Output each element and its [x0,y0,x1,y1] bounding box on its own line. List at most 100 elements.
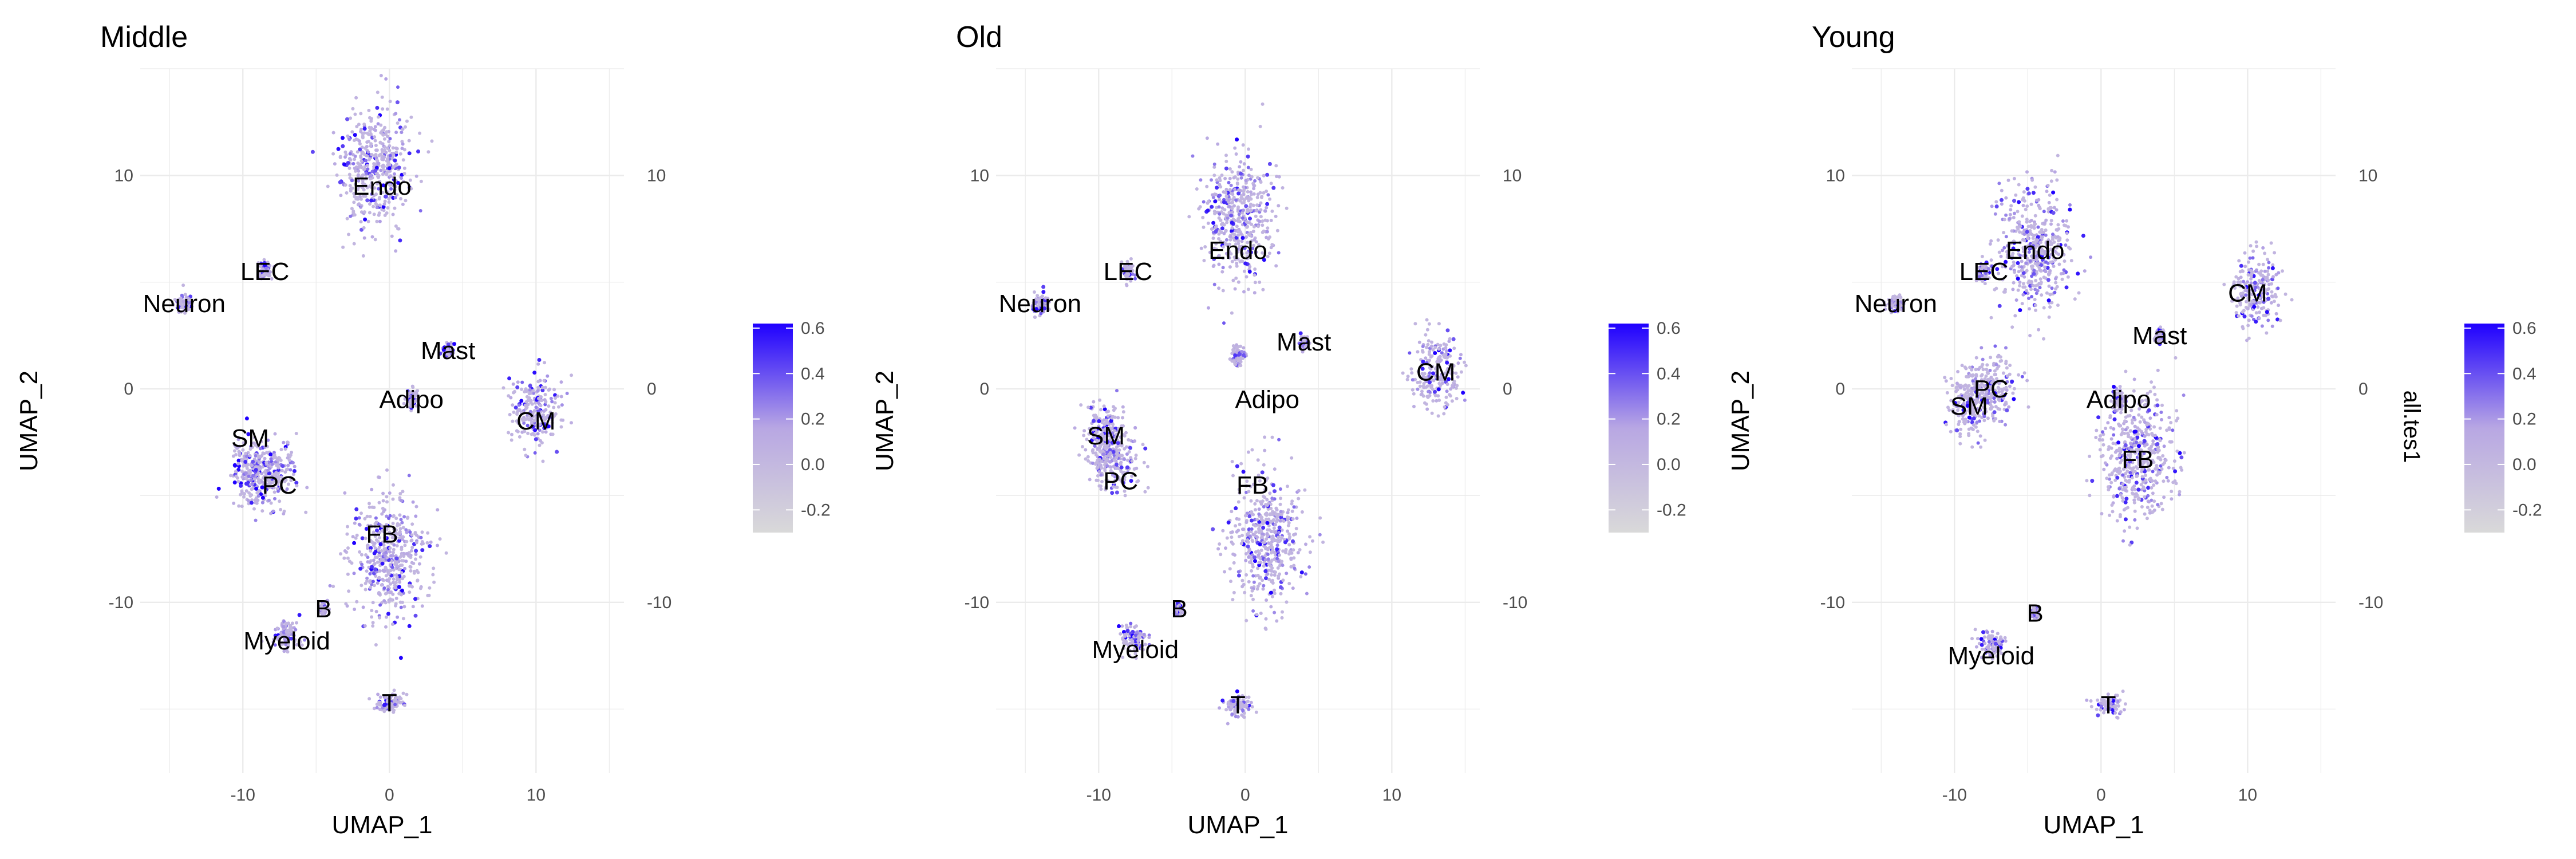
point [368,129,372,133]
point [1224,194,1228,198]
point [1455,397,1459,400]
point [1241,208,1245,212]
point [559,425,563,429]
point [379,123,383,127]
point [2033,298,2037,301]
point [438,537,442,541]
point [410,533,414,537]
cluster-label-lec: LEC [1104,258,1153,286]
point [1255,518,1259,522]
point [370,153,374,156]
point [237,504,241,508]
point [1257,553,1261,557]
point [1235,224,1239,228]
point [393,172,396,176]
point [2039,281,2043,285]
point [401,577,405,581]
point [1425,328,1429,332]
point [372,584,376,588]
point [1228,265,1232,269]
point [401,617,405,621]
point [369,132,373,136]
point [1257,561,1261,565]
point [354,96,358,100]
point [279,448,283,451]
point [377,475,381,479]
point [1286,508,1290,512]
point [2038,286,2042,290]
point [367,108,371,112]
point [1442,342,1446,346]
point [2043,265,2047,269]
point [1425,318,1429,322]
point [2002,231,2006,235]
point [359,584,364,588]
point [1278,519,1282,523]
point [188,301,192,305]
point [1232,195,1236,199]
point [255,501,259,505]
point [236,462,240,466]
point [1285,600,1289,604]
point [2065,231,2069,235]
point [373,135,377,139]
point [1135,624,1138,628]
point [1263,540,1267,544]
point [1448,394,1452,398]
point [374,163,378,167]
point [397,592,401,596]
point [293,464,297,468]
point [1115,454,1119,458]
point [1259,502,1263,506]
point [414,174,418,178]
point [366,150,370,154]
point [345,216,349,220]
point [355,600,359,604]
point [2025,230,2029,234]
point [408,178,412,182]
point [1262,174,1266,178]
point [1231,232,1235,236]
point [1224,153,1228,157]
point [398,527,402,531]
point [1201,215,1205,219]
point [509,396,513,400]
point [1230,352,1234,356]
point [363,217,368,222]
point [2049,222,2053,226]
point [1121,416,1124,420]
point [1263,569,1268,573]
point [1228,167,1232,171]
point [1251,539,1255,543]
point [377,187,381,191]
point [2009,204,2013,208]
point [258,264,262,268]
point [1445,349,1448,353]
point [398,600,402,604]
point [1436,387,1441,392]
point [2032,271,2036,276]
point [1273,570,1277,574]
point [1129,456,1133,460]
point [393,188,397,192]
point [428,586,432,590]
point [405,692,409,696]
point [387,166,392,171]
point [1146,486,1150,490]
point [1267,161,1272,166]
point [399,197,402,200]
point [393,158,397,163]
point [1305,592,1309,596]
point [1299,575,1303,578]
point [355,188,359,192]
point [387,140,391,144]
point [1223,176,1227,180]
point [386,206,390,210]
point [2012,281,2016,285]
colorbar-tick-label: -0.2 [1657,501,1686,519]
point [389,192,393,196]
point [1248,216,1252,221]
point [391,151,395,155]
point [1259,208,1263,212]
point [391,146,395,150]
